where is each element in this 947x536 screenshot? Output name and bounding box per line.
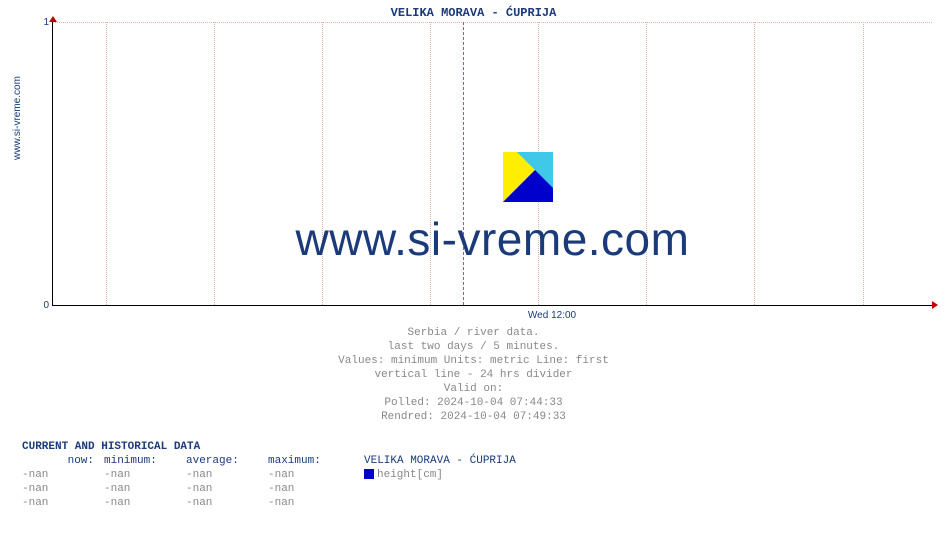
watermark-logo <box>503 152 553 202</box>
cell: -nan <box>268 482 350 496</box>
col-now: now: <box>22 454 104 468</box>
ytick-0: 0 <box>9 300 49 311</box>
xtick-label: Wed 12:00 <box>528 310 576 321</box>
table-row: -nan -nan -nan -nan height[cm] <box>22 468 516 482</box>
caption-line: Polled: 2024-10-04 07:44:33 <box>0 396 947 410</box>
caption-line: last two days / 5 minutes. <box>0 340 947 354</box>
cell: -nan <box>268 496 350 510</box>
ytick-1: 1 <box>9 17 49 28</box>
caption-line: Rendred: 2024-10-04 07:49:33 <box>0 410 947 424</box>
cell: -nan <box>22 482 104 496</box>
legend-entry: height[cm] <box>350 468 443 482</box>
legend-label: height[cm] <box>377 469 443 481</box>
chart-title: VELIKA MORAVA - ĆUPRIJA <box>0 6 947 20</box>
caption-line: Values: minimum Units: metric Line: firs… <box>0 354 947 368</box>
cell: -nan <box>104 482 186 496</box>
table-header: CURRENT AND HISTORICAL DATA <box>22 440 516 454</box>
table-row: -nan -nan -nan -nan <box>22 482 516 496</box>
caption-line: Valid on: <box>0 382 947 396</box>
cell: -nan <box>186 468 268 482</box>
cell: -nan <box>186 482 268 496</box>
legend-swatch <box>364 469 374 479</box>
caption-block: Serbia / river data. last two days / 5 m… <box>0 326 947 424</box>
cell: -nan <box>22 468 104 482</box>
table-row: -nan -nan -nan -nan <box>22 496 516 510</box>
gridline-h <box>53 22 932 23</box>
cell: -nan <box>104 468 186 482</box>
col-average: average: <box>186 454 268 468</box>
cell: -nan <box>186 496 268 510</box>
watermark-text: www.si-vreme.com <box>53 212 932 266</box>
data-table: CURRENT AND HISTORICAL DATA now: minimum… <box>22 440 516 510</box>
col-minimum: minimum: <box>104 454 186 468</box>
cell: -nan <box>22 496 104 510</box>
table-colheads: now: minimum: average: maximum: VELIKA M… <box>22 454 516 468</box>
col-series: VELIKA MORAVA - ĆUPRIJA <box>350 454 516 468</box>
plot-area: www.si-vreme.com <box>52 22 932 306</box>
cell: -nan <box>104 496 186 510</box>
caption-line: Serbia / river data. <box>0 326 947 340</box>
col-maximum: maximum: <box>268 454 350 468</box>
cell: -nan <box>268 468 350 482</box>
x-axis-arrow <box>932 301 938 309</box>
caption-line: vertical line - 24 hrs divider <box>0 368 947 382</box>
y-side-label: www.si-vreme.com <box>12 76 23 160</box>
